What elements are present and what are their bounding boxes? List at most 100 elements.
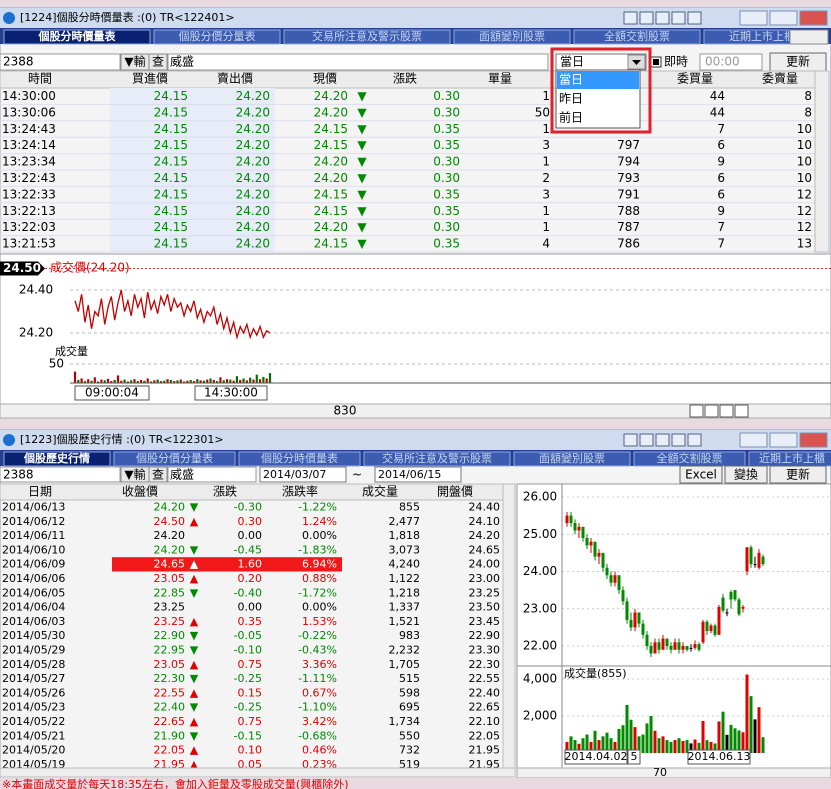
tool-icon[interactable]	[671, 433, 686, 447]
tab-scroll[interactable]	[789, 29, 829, 45]
tab[interactable]	[3, 451, 111, 467]
table-cell: 2014/06/03	[2, 615, 65, 628]
time-input[interactable]	[699, 53, 763, 71]
tool-icon[interactable]	[671, 11, 686, 25]
selected-row	[112, 557, 342, 572]
table-cell: 22.40	[469, 686, 501, 699]
table-cell: 24.15	[314, 187, 348, 201]
tab[interactable]	[153, 29, 281, 45]
volume-bar	[581, 738, 585, 753]
volume-bar	[565, 741, 569, 753]
tab-label: 交易所注意及警示股票	[312, 29, 422, 43]
toolbar-button[interactable]	[769, 465, 827, 484]
tab[interactable]	[238, 451, 361, 467]
window-control[interactable]	[799, 432, 828, 448]
volume-bar	[605, 732, 609, 753]
candle-body	[701, 621, 705, 643]
volume-tick-label: 4,000	[523, 672, 557, 686]
table-cell: 598	[399, 686, 420, 699]
query-button-label: 查	[152, 468, 164, 482]
tool-icon[interactable]	[655, 433, 670, 447]
tab[interactable]	[453, 29, 571, 45]
candle-body	[749, 547, 753, 565]
table-cell: 793	[617, 171, 640, 185]
table-cell: 2014/05/20	[2, 744, 65, 757]
table-cell: 2014/05/29	[2, 644, 65, 657]
tab[interactable]	[513, 451, 631, 467]
end-date[interactable]	[374, 466, 462, 483]
tool-icon[interactable]	[639, 433, 654, 447]
tool-icon[interactable]	[623, 11, 638, 25]
candle-body	[705, 621, 709, 632]
column-header: 成交量	[362, 484, 398, 499]
table-cell: 0.35	[433, 187, 460, 201]
h-scrollbar[interactable]	[0, 767, 516, 778]
table-cell: 0.00%	[302, 529, 337, 542]
start-date[interactable]	[259, 466, 347, 483]
table-cell: 2014/05/21	[2, 729, 65, 742]
table-cell: 24.15	[154, 89, 188, 103]
table-cell: 3,073	[389, 543, 421, 556]
x-tick-label: 09:00:04	[85, 386, 139, 400]
window-control[interactable]	[799, 10, 828, 26]
candle-body	[565, 515, 569, 524]
nav-button[interactable]	[719, 404, 734, 418]
tab[interactable]	[3, 29, 151, 45]
code-input[interactable]	[0, 466, 121, 483]
tab[interactable]	[363, 451, 511, 467]
volume-bar	[637, 736, 641, 753]
status-count: 830	[334, 404, 357, 418]
table-cell: 24.20	[314, 89, 348, 103]
toolbar-button[interactable]	[724, 465, 768, 484]
table-cell: ▼	[357, 237, 367, 251]
table-cell: 0.75	[238, 658, 263, 671]
date-separator: ~	[352, 468, 362, 482]
code-input[interactable]	[0, 53, 121, 71]
column-header: 時間	[28, 72, 52, 86]
table-cell: 786	[617, 237, 640, 251]
volume-bar	[685, 740, 689, 753]
window-control[interactable]	[739, 10, 768, 26]
volume-bar	[633, 727, 637, 753]
nav-button[interactable]	[734, 404, 749, 418]
table-cell: 1	[542, 122, 550, 136]
nav-button[interactable]	[704, 404, 719, 418]
table-cell: 0.35	[433, 122, 460, 136]
tool-icon[interactable]	[655, 11, 670, 25]
volume-bar	[645, 723, 649, 753]
table-cell: 24.20	[236, 204, 270, 218]
table-cell: 0.30	[433, 220, 460, 234]
tool-icon[interactable]	[687, 11, 702, 25]
candle-body	[637, 612, 641, 624]
tab[interactable]	[113, 451, 236, 467]
window-control[interactable]	[769, 432, 798, 448]
nav-button[interactable]	[689, 404, 704, 418]
table-scrollbar[interactable]	[502, 483, 516, 775]
table-cell: 22.65	[154, 715, 186, 728]
tool-icon[interactable]	[623, 433, 638, 447]
query-button[interactable]	[148, 466, 168, 483]
tool-icon[interactable]	[687, 433, 702, 447]
tab-label: 個股分價分量表	[136, 451, 213, 465]
window-title: [1223]個股歷史行情 :(0) TR<122301>	[20, 433, 224, 446]
tab-label: 面額變別股票	[479, 29, 545, 43]
table-cell: 24.50	[154, 515, 186, 528]
column-header: 賣出價	[217, 71, 253, 86]
toolbar-button[interactable]	[679, 465, 723, 484]
table-cell: 23.05	[154, 658, 186, 671]
tool-icon[interactable]	[639, 11, 654, 25]
volume-bar	[697, 742, 701, 753]
tab[interactable]	[573, 29, 701, 45]
table-scrollbar[interactable]	[814, 70, 830, 253]
window-control[interactable]	[769, 10, 798, 26]
table-cell: 3.36%	[302, 658, 337, 671]
table-cell: -0.43%	[298, 644, 337, 657]
table-cell: 13:22:03	[2, 220, 56, 234]
table-cell: 0.30	[433, 105, 460, 119]
window-control[interactable]	[739, 432, 768, 448]
table-cell: ▼	[190, 672, 199, 685]
tab[interactable]	[283, 29, 451, 45]
volume-bar	[709, 741, 713, 753]
query-button[interactable]	[148, 53, 168, 71]
column-header: 收盤價	[122, 485, 158, 499]
